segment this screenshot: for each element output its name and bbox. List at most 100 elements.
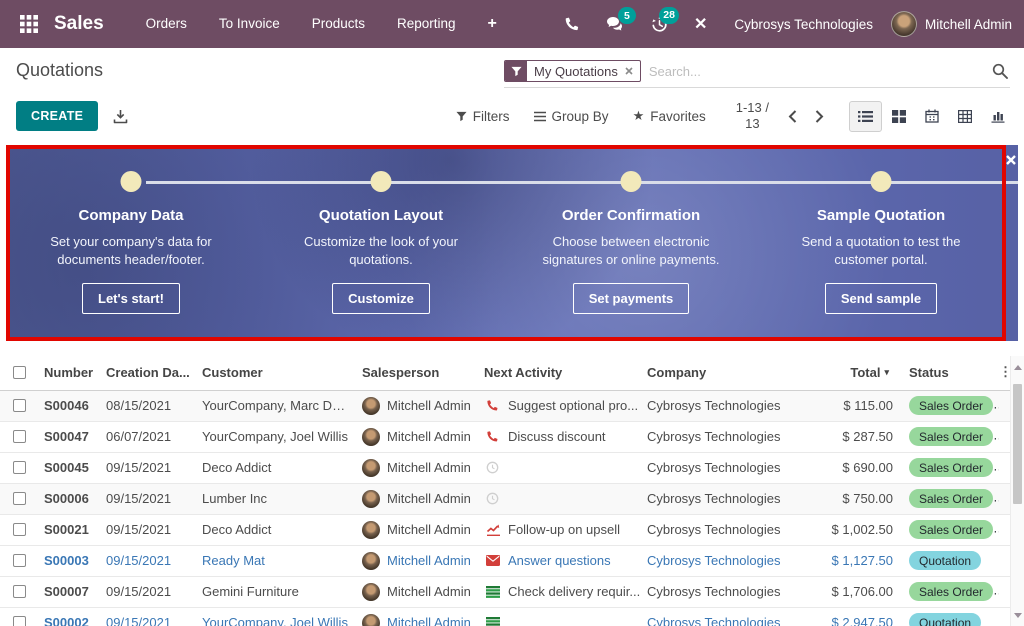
onboarding-banner: Company Data Set your company's data for…	[6, 144, 1018, 341]
status-badge: Quotation	[909, 551, 982, 570]
envelope-activity-icon[interactable]	[484, 555, 501, 566]
pivot-view-icon[interactable]	[948, 101, 981, 132]
table-row[interactable]: S00006 09/15/2021 Lumber Inc Mitchell Ad…	[0, 483, 1010, 515]
row-checkbox[interactable]	[12, 585, 26, 598]
salesperson-avatar	[362, 396, 380, 415]
messages-count-badge: 5	[617, 7, 636, 24]
search-bar[interactable]: My Quotations	[504, 60, 1010, 88]
timeline-dot	[620, 170, 642, 192]
table-row[interactable]: S00047 06/07/2021 YourCompany, Joel Will…	[0, 422, 1010, 453]
app-name[interactable]: Sales	[54, 13, 104, 34]
favorites-button[interactable]: ★ Favorites	[632, 108, 706, 124]
calendar-view-icon[interactable]	[915, 101, 948, 132]
phone-activity-icon[interactable]	[484, 399, 501, 412]
list-header-row: Number Creation Da... Customer Salespers…	[0, 355, 1012, 391]
facet-remove-icon[interactable]	[625, 67, 640, 75]
view-switcher	[849, 100, 1014, 132]
pager-previous-icon[interactable]	[779, 106, 806, 127]
search-icon[interactable]	[992, 63, 1010, 79]
salesperson-avatar	[362, 520, 380, 539]
scroll-down-icon[interactable]	[1011, 608, 1024, 622]
send-sample-button[interactable]: Send sample	[824, 283, 938, 315]
create-button[interactable]: CREATE	[16, 101, 99, 132]
table-row[interactable]: S00021 09/15/2021 Deco Addict Mitchell A…	[0, 515, 1010, 546]
nav-item-reporting[interactable]: Reporting	[397, 16, 456, 31]
row-checkbox[interactable]	[12, 399, 26, 412]
graph-view-icon[interactable]	[981, 101, 1014, 132]
row-checkbox[interactable]	[12, 523, 26, 536]
column-salesperson[interactable]: Salesperson	[362, 364, 440, 380]
banner-close-icon[interactable]	[1006, 153, 1016, 168]
messages-icon[interactable]: 5	[593, 7, 638, 32]
quotations-list: Number Creation Da... Customer Salespers…	[0, 355, 1012, 626]
phone-icon[interactable]	[551, 16, 593, 32]
timeline-line	[146, 180, 1018, 184]
step-company-data: Company Data Set your company's data for…	[6, 145, 256, 341]
select-all-checkbox[interactable]	[12, 365, 26, 379]
status-badge: Quotation	[909, 613, 982, 626]
timeline-dot	[120, 170, 142, 192]
search-facet-my-quotations[interactable]: My Quotations	[504, 60, 641, 82]
salesperson-avatar	[362, 582, 380, 601]
user-name[interactable]: Mitchell Admin	[924, 16, 1012, 32]
scroll-up-icon[interactable]	[1011, 360, 1024, 374]
nav-item-to-invoice[interactable]: To Invoice	[218, 16, 280, 31]
lets-start-button[interactable]: Let's start!	[82, 283, 180, 315]
row-checkbox[interactable]	[12, 616, 26, 626]
clock-activity-icon[interactable]	[484, 461, 501, 474]
column-number[interactable]: Number	[44, 364, 94, 380]
sort-desc-icon: ▾	[884, 366, 889, 377]
table-row-partial[interactable]: S00002 09/15/2021 YourCompany, Joel Will…	[0, 608, 1010, 626]
pager-range: 1-13 / 13	[735, 100, 769, 132]
tasks-activity-icon[interactable]	[484, 616, 501, 626]
top-navbar: Sales Orders To Invoice Products Reporti…	[0, 0, 1024, 48]
group-by-button[interactable]: Group By	[533, 109, 609, 124]
step-quotation-layout: Quotation Layout Customize the look of y…	[256, 145, 506, 341]
column-customer[interactable]: Customer	[202, 364, 263, 380]
nav-plus-icon[interactable]: +	[487, 15, 497, 32]
pager-next-icon[interactable]	[806, 106, 833, 127]
nav-item-orders[interactable]: Orders	[145, 16, 187, 31]
table-row[interactable]: S00003 09/15/2021 Ready Mat Mitchell Adm…	[0, 546, 1010, 577]
upsell-chart-activity-icon[interactable]	[484, 523, 501, 536]
export-download-icon[interactable]	[113, 109, 128, 124]
table-row[interactable]: S00007 09/15/2021 Gemini Furniture Mitch…	[0, 577, 1010, 608]
user-avatar[interactable]	[890, 11, 917, 37]
filters-button[interactable]: Filters	[456, 109, 510, 124]
row-checkbox[interactable]	[12, 554, 26, 567]
list-view-icon[interactable]	[849, 100, 882, 132]
row-checkbox[interactable]	[12, 492, 26, 505]
status-badge: Sales Order	[909, 427, 994, 446]
column-next-activity[interactable]: Next Activity	[484, 364, 563, 380]
column-status[interactable]: Status	[909, 364, 949, 380]
set-payments-button[interactable]: Set payments	[572, 283, 690, 315]
row-checkbox[interactable]	[12, 461, 26, 474]
page-title: Quotations	[16, 60, 104, 80]
activities-clock-icon[interactable]: 28	[638, 6, 681, 33]
table-row[interactable]: S00045 09/15/2021 Deco Addict Mitchell A…	[0, 453, 1010, 484]
column-total[interactable]: Total ▾	[850, 364, 889, 380]
star-icon: ★	[632, 108, 645, 124]
column-creation-date[interactable]: Creation Da...	[106, 364, 190, 380]
status-badge: Sales Order	[909, 458, 994, 477]
apps-grid-icon[interactable]	[12, 7, 46, 41]
scrollbar-thumb[interactable]	[1013, 384, 1022, 504]
status-badge: Sales Order	[909, 396, 994, 415]
company-switcher[interactable]: Cybrosys Technologies	[734, 16, 873, 32]
column-company[interactable]: Company	[647, 364, 707, 380]
nav-item-products[interactable]: Products	[311, 16, 365, 31]
kanban-view-icon[interactable]	[882, 101, 915, 132]
row-checkbox[interactable]	[12, 430, 26, 443]
table-row[interactable]: S00046 08/15/2021 YourCompany, Marc De..…	[0, 390, 1010, 422]
tools-icon[interactable]: ✕	[693, 16, 708, 33]
vertical-scrollbar[interactable]	[1010, 356, 1024, 626]
timeline-dot	[370, 170, 392, 192]
salesperson-avatar	[362, 427, 380, 446]
search-input[interactable]	[640, 61, 992, 81]
tasks-activity-icon[interactable]	[484, 585, 501, 598]
clock-activity-icon[interactable]	[484, 492, 501, 505]
customize-button[interactable]: Customize	[332, 283, 430, 315]
step-sample-quotation: Sample Quotation Send a quotation to tes…	[756, 145, 1006, 341]
phone-activity-icon[interactable]	[484, 430, 501, 443]
